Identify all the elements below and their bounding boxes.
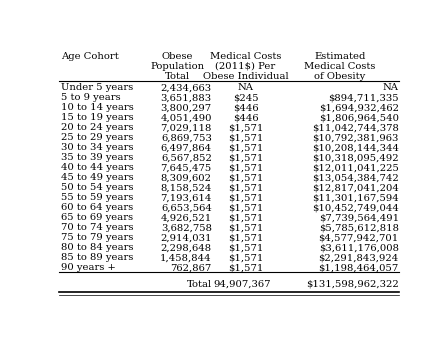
- Text: Under 5 years: Under 5 years: [61, 84, 133, 92]
- Text: 7,193,614: 7,193,614: [160, 193, 212, 203]
- Text: $1,571: $1,571: [228, 204, 263, 212]
- Text: 3,682,758: 3,682,758: [161, 224, 212, 232]
- Text: $10,792,381,963: $10,792,381,963: [312, 133, 399, 143]
- Text: $1,571: $1,571: [228, 164, 263, 172]
- Text: $1,571: $1,571: [228, 213, 263, 223]
- Text: 2,914,031: 2,914,031: [160, 233, 212, 243]
- Text: $894,711,335: $894,711,335: [328, 93, 399, 102]
- Text: 1,458,844: 1,458,844: [160, 253, 212, 263]
- Text: $1,571: $1,571: [228, 253, 263, 263]
- Text: $131,598,962,322: $131,598,962,322: [306, 280, 399, 289]
- Text: $2,291,843,924: $2,291,843,924: [319, 253, 399, 263]
- Text: $3,611,176,008: $3,611,176,008: [319, 244, 399, 252]
- Text: 75 to 79 years: 75 to 79 years: [61, 233, 134, 243]
- Text: 10 to 14 years: 10 to 14 years: [61, 104, 134, 112]
- Text: $10,452,749,044: $10,452,749,044: [312, 204, 399, 212]
- Text: 50 to 54 years: 50 to 54 years: [61, 184, 134, 192]
- Text: 3,651,883: 3,651,883: [160, 93, 212, 102]
- Text: $12,817,041,204: $12,817,041,204: [312, 184, 399, 192]
- Text: $1,198,464,057: $1,198,464,057: [319, 264, 399, 272]
- Text: 35 to 39 years: 35 to 39 years: [61, 153, 134, 163]
- Text: 6,497,864: 6,497,864: [160, 144, 212, 152]
- Text: 2,298,648: 2,298,648: [160, 244, 212, 252]
- Text: $1,571: $1,571: [228, 244, 263, 252]
- Text: 8,158,524: 8,158,524: [160, 184, 212, 192]
- Text: $1,806,964,540: $1,806,964,540: [319, 113, 399, 122]
- Text: $1,571: $1,571: [228, 133, 263, 143]
- Text: $1,571: $1,571: [228, 264, 263, 272]
- Text: $10,318,095,492: $10,318,095,492: [312, 153, 399, 163]
- Text: 85 to 89 years: 85 to 89 years: [61, 253, 134, 263]
- Text: 6,869,753: 6,869,753: [161, 133, 212, 143]
- Text: $1,571: $1,571: [228, 184, 263, 192]
- Text: 65 to 69 years: 65 to 69 years: [61, 213, 133, 223]
- Text: 15 to 19 years: 15 to 19 years: [61, 113, 134, 122]
- Text: 70 to 74 years: 70 to 74 years: [61, 224, 134, 232]
- Text: $1,571: $1,571: [228, 144, 263, 152]
- Text: $12,011,041,225: $12,011,041,225: [312, 164, 399, 172]
- Text: $1,571: $1,571: [228, 224, 263, 232]
- Text: 40 to 44 years: 40 to 44 years: [61, 164, 134, 172]
- Text: 2,434,663: 2,434,663: [160, 84, 212, 92]
- Text: 94,907,367: 94,907,367: [214, 280, 271, 289]
- Text: Obese
Population
Total: Obese Population Total: [150, 52, 204, 81]
- Text: 20 to 24 years: 20 to 24 years: [61, 124, 134, 132]
- Text: 7,645,475: 7,645,475: [160, 164, 212, 172]
- Text: 7,029,118: 7,029,118: [160, 124, 212, 132]
- Text: 4,926,521: 4,926,521: [160, 213, 212, 223]
- Text: 30 to 34 years: 30 to 34 years: [61, 144, 134, 152]
- Text: $5,785,612,818: $5,785,612,818: [319, 224, 399, 232]
- Text: NA: NA: [383, 84, 399, 92]
- Text: Estimated
Medical Costs
of Obesity: Estimated Medical Costs of Obesity: [304, 52, 375, 81]
- Text: $10,208,144,344: $10,208,144,344: [312, 144, 399, 152]
- Text: $11,042,744,378: $11,042,744,378: [312, 124, 399, 132]
- Text: $1,571: $1,571: [228, 153, 263, 163]
- Text: NA: NA: [237, 84, 253, 92]
- Text: 3,800,297: 3,800,297: [160, 104, 212, 112]
- Text: 762,867: 762,867: [170, 264, 212, 272]
- Text: 5 to 9 years: 5 to 9 years: [61, 93, 121, 102]
- Text: $1,571: $1,571: [228, 173, 263, 183]
- Text: $4,577,942,701: $4,577,942,701: [319, 233, 399, 243]
- Text: $1,571: $1,571: [228, 124, 263, 132]
- Text: 25 to 29 years: 25 to 29 years: [61, 133, 134, 143]
- Text: $1,694,932,462: $1,694,932,462: [319, 104, 399, 112]
- Text: $245: $245: [233, 93, 258, 102]
- Text: 45 to 49 years: 45 to 49 years: [61, 173, 134, 183]
- Text: Age Cohort: Age Cohort: [61, 52, 119, 61]
- Text: $1,571: $1,571: [228, 233, 263, 243]
- Text: 6,653,564: 6,653,564: [161, 204, 212, 212]
- Text: 8,309,602: 8,309,602: [161, 173, 212, 183]
- Text: 90 years +: 90 years +: [61, 264, 116, 272]
- Text: $11,301,167,594: $11,301,167,594: [312, 193, 399, 203]
- Text: 60 to 64 years: 60 to 64 years: [61, 204, 133, 212]
- Text: 4,051,490: 4,051,490: [160, 113, 212, 122]
- Text: 6,567,852: 6,567,852: [161, 153, 212, 163]
- Text: $1,571: $1,571: [228, 193, 263, 203]
- Text: $7,739,564,491: $7,739,564,491: [319, 213, 399, 223]
- Text: Total: Total: [187, 280, 212, 289]
- Text: 55 to 59 years: 55 to 59 years: [61, 193, 134, 203]
- Text: Medical Costs
(2011$) Per
Obese Individual: Medical Costs (2011$) Per Obese Individu…: [203, 52, 288, 81]
- Text: $446: $446: [233, 104, 258, 112]
- Text: $446: $446: [233, 113, 258, 122]
- Text: $13,054,384,742: $13,054,384,742: [312, 173, 399, 183]
- Text: 80 to 84 years: 80 to 84 years: [61, 244, 134, 252]
